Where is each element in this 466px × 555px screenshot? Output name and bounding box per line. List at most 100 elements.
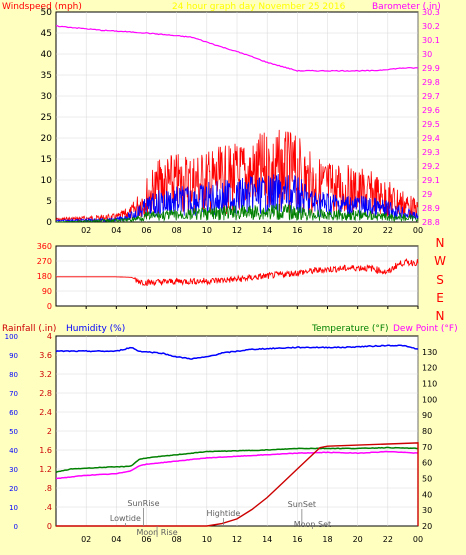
wind-x-tick: 02 bbox=[81, 226, 91, 235]
humidity-y-tick: 40 bbox=[9, 447, 18, 455]
sunrise-label: SunRise bbox=[127, 499, 159, 508]
dewpoint-label: Dew Point (°F) bbox=[393, 324, 458, 334]
chart-title: 24 hour graph day November 25 2016 bbox=[172, 2, 346, 12]
wind-x-tick: 20 bbox=[353, 226, 363, 235]
rain-y-tick: 0 bbox=[47, 522, 52, 531]
rain-y-tick: 2.8 bbox=[39, 389, 52, 398]
barometer-y-tick: 29.1 bbox=[422, 176, 440, 185]
wind-y-tick: 40 bbox=[41, 50, 53, 60]
barometer-y-tick: 29.2 bbox=[422, 162, 440, 171]
humidity-y-tick: 0 bbox=[14, 523, 18, 531]
climate-x-tick: 20 bbox=[353, 535, 363, 544]
wind-x-tick: 00 bbox=[413, 226, 423, 235]
rain-y-tick: .8 bbox=[44, 484, 52, 493]
temperature-y-tick: 110 bbox=[422, 380, 437, 389]
compass-letter: N bbox=[436, 236, 445, 250]
wind-x-tick: 06 bbox=[141, 226, 151, 235]
barometer-y-tick: 30.3 bbox=[422, 8, 440, 17]
rain-y-tick: 3.6 bbox=[39, 351, 52, 360]
barometer-y-tick: 29.6 bbox=[422, 106, 440, 115]
windspeed-label: Windspeed (mph) bbox=[2, 2, 82, 12]
rainfall-label: Rainfall (.in) bbox=[2, 324, 56, 334]
wind-gust-series bbox=[55, 129, 419, 223]
temperature-y-tick: 40 bbox=[422, 490, 432, 499]
wind-direction-series bbox=[56, 258, 419, 287]
wind-x-tick: 04 bbox=[111, 226, 121, 235]
humidity-y-tick: 10 bbox=[9, 504, 18, 512]
hightide-label: Hightide bbox=[207, 509, 241, 518]
barometer-y-tick: 28.9 bbox=[422, 204, 440, 213]
wind-y-tick: 20 bbox=[41, 134, 53, 144]
climate-x-tick: 00 bbox=[413, 535, 423, 544]
barometer-y-tick: 30.1 bbox=[422, 36, 440, 45]
wind-y-tick: 25 bbox=[41, 113, 52, 123]
barometer-y-tick: 28.8 bbox=[422, 218, 440, 227]
temperature-y-tick: 100 bbox=[422, 395, 437, 404]
barometer-y-tick: 30 bbox=[422, 50, 432, 59]
rainfall-series bbox=[56, 442, 419, 527]
temperature-label: Temperature (°F) bbox=[311, 324, 389, 334]
wind-y-tick: 0 bbox=[46, 218, 52, 228]
rain-y-tick: 2.4 bbox=[39, 408, 52, 417]
wind-x-tick: 08 bbox=[172, 226, 182, 235]
climate-x-tick: 14 bbox=[262, 535, 272, 544]
temperature-y-tick: 30 bbox=[422, 506, 432, 515]
direction-y-tick: 0 bbox=[47, 302, 52, 311]
barometer-label: Barometer (.in) bbox=[372, 2, 441, 12]
humidity-series bbox=[55, 344, 419, 360]
temperature-y-tick: 20 bbox=[422, 522, 432, 531]
wind-y-tick: 35 bbox=[41, 71, 52, 81]
wind-x-tick: 22 bbox=[383, 226, 393, 235]
climate-x-tick: 04 bbox=[111, 535, 121, 544]
humidity-label: Humidity (%) bbox=[66, 324, 125, 334]
barometer-y-tick: 29.7 bbox=[422, 92, 440, 101]
climate-x-tick: 06 bbox=[141, 535, 151, 544]
wind-x-tick: 18 bbox=[322, 226, 332, 235]
humidity-y-tick: 70 bbox=[9, 390, 18, 398]
humidity-y-tick: 80 bbox=[9, 371, 18, 379]
rain-y-tick: 2 bbox=[47, 427, 52, 436]
wind-low-series bbox=[56, 203, 419, 224]
rain-y-tick: .4 bbox=[44, 503, 52, 512]
climate-x-tick: 18 bbox=[322, 535, 332, 544]
wind-x-tick: 16 bbox=[292, 226, 302, 235]
moonrise-label: Moon Rise bbox=[136, 528, 177, 537]
compass-letter: S bbox=[436, 273, 444, 287]
barometer-y-tick: 29 bbox=[422, 190, 432, 199]
wind-x-tick: 10 bbox=[202, 226, 212, 235]
humidity-y-tick: 90 bbox=[9, 352, 18, 360]
temperature-y-tick: 70 bbox=[422, 443, 432, 452]
wind-x-tick: 12 bbox=[232, 226, 242, 235]
direction-y-tick: 360 bbox=[37, 242, 52, 251]
climate-x-tick: 08 bbox=[172, 535, 182, 544]
climate-x-tick: 10 bbox=[202, 535, 212, 544]
temperature-y-tick: 130 bbox=[422, 348, 437, 357]
compass-letter: W bbox=[434, 254, 446, 268]
barometer-y-tick: 30.2 bbox=[422, 22, 440, 31]
rain-y-tick: 3.2 bbox=[39, 370, 52, 379]
climate-x-tick: 22 bbox=[383, 535, 393, 544]
compass-letter: E bbox=[436, 291, 444, 305]
barometer-y-tick: 29.5 bbox=[422, 120, 440, 129]
humidity-y-tick: 100 bbox=[5, 333, 18, 341]
humidity-y-tick: 30 bbox=[9, 466, 18, 474]
moonset-label: Moon Set bbox=[294, 520, 331, 529]
humidity-y-tick: 50 bbox=[9, 428, 18, 436]
climate-x-tick: 02 bbox=[81, 535, 91, 544]
wind-x-tick: 14 bbox=[262, 226, 272, 235]
barometer-y-tick: 29.3 bbox=[422, 148, 440, 157]
humidity-y-tick: 60 bbox=[9, 409, 18, 417]
direction-y-tick: 270 bbox=[37, 257, 52, 266]
wind-y-tick: 15 bbox=[41, 155, 52, 165]
rain-y-tick: 4 bbox=[47, 332, 52, 341]
sunset-label: SunSet bbox=[288, 500, 316, 509]
rain-y-tick: 1.6 bbox=[39, 446, 52, 455]
wind-y-tick: 30 bbox=[41, 92, 53, 102]
barometer-y-tick: 29.8 bbox=[422, 78, 440, 87]
wind-speed-series bbox=[55, 173, 419, 223]
temperature-y-tick: 80 bbox=[422, 427, 432, 436]
humidity-y-tick: 20 bbox=[9, 485, 18, 493]
rain-y-tick: 1.2 bbox=[39, 465, 52, 474]
